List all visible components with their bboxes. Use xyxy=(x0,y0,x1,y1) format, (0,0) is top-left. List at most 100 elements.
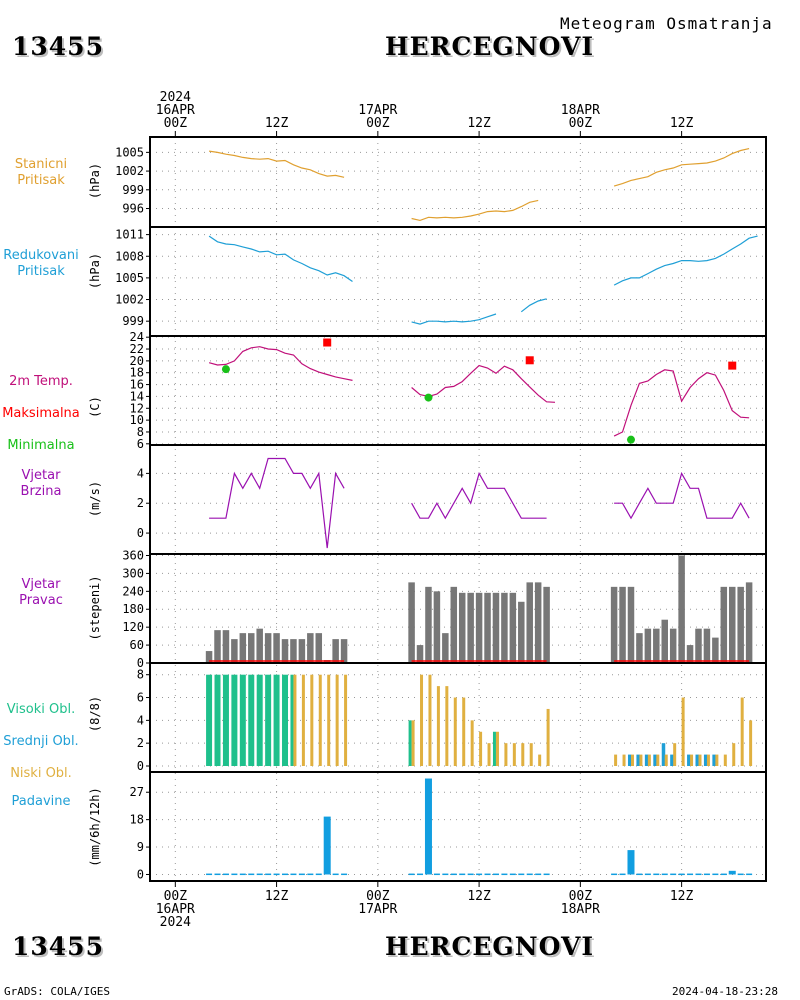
low-cloud-bar xyxy=(723,754,727,766)
precipitation-bar xyxy=(323,816,331,875)
low-cloud-bar xyxy=(681,697,685,766)
y-tick-label: 120 xyxy=(122,620,144,634)
precipitation-bar xyxy=(476,873,483,876)
mid-cloud-bar xyxy=(653,754,657,766)
x-tick-label-top: 00Z xyxy=(366,116,390,131)
wind-direction-bar xyxy=(214,630,221,663)
generation-timestamp: 2024-04-18-23:28 xyxy=(672,985,778,998)
x-tick-label-top: 16APR xyxy=(156,103,195,118)
precipitation-bar xyxy=(315,873,322,876)
panel-frame xyxy=(149,444,767,555)
low-cloud-bar xyxy=(546,708,550,766)
high-cloud-bar xyxy=(206,674,213,766)
y-tick-label: 1005 xyxy=(115,271,144,285)
wind-direction-bar xyxy=(307,633,314,663)
precipitation-bar xyxy=(653,873,660,876)
precipitation-bar xyxy=(231,873,238,876)
x-tick-label-bottom: 12Z xyxy=(265,889,289,904)
wind-direction-bar xyxy=(222,630,230,663)
low-cloud-bar xyxy=(647,754,651,766)
panel-label-stanicni-pritisak: Stanicni Pritisak xyxy=(14,157,68,188)
wind-direction-bar xyxy=(433,591,441,663)
wind-direction-bar xyxy=(290,639,297,663)
low-cloud-bar xyxy=(622,754,626,766)
x-tick-label-bottom: 17APR xyxy=(358,902,397,917)
precipitation-bar xyxy=(459,873,466,876)
maximum-temperature-marker xyxy=(525,356,534,365)
low-cloud-bar xyxy=(453,697,457,766)
low-cloud-bar xyxy=(301,674,305,766)
y-tick-label: 18 xyxy=(130,813,144,827)
y-tick-label: 996 xyxy=(122,202,144,216)
y-tick-label: 14 xyxy=(130,389,144,403)
y-tick-label: 18 xyxy=(130,366,144,380)
x-tick-label-top: 12Z xyxy=(467,116,491,131)
wind-direction-bar xyxy=(627,586,635,663)
low-cloud-bar xyxy=(411,720,415,766)
x-tick-label-top: 00Z xyxy=(569,116,593,131)
low-cloud-bar xyxy=(656,754,660,766)
panel-label-oblaci: Visoki Obl. Srednji Obl. Niski Obl. xyxy=(0,686,96,798)
low-cloud-bar xyxy=(327,674,331,766)
low-cloud-bar xyxy=(715,754,719,766)
reduced-pressure-line xyxy=(208,235,353,282)
high-cloud-bar xyxy=(273,674,280,766)
wind-direction-bar xyxy=(737,586,744,663)
reduced-pressure-line xyxy=(411,313,497,325)
wind-direction-bar xyxy=(332,639,339,663)
y-tick-label: 12 xyxy=(130,401,144,415)
precipitation-bar xyxy=(282,873,289,876)
precipitation-bar xyxy=(619,873,626,876)
low-cloud-bar xyxy=(420,674,424,766)
precipitation-bar xyxy=(627,850,635,875)
y-tick-label: 8 xyxy=(137,668,144,682)
y-tick-label: 360 xyxy=(122,548,144,562)
station-pressure-line xyxy=(613,148,750,187)
meteogram-subtitle: Meteogram Osmatranja xyxy=(560,14,773,33)
wind-direction-bar xyxy=(678,555,685,663)
x-tick-label-bottom: 12Z xyxy=(670,889,694,904)
low-cloud-bar xyxy=(293,674,297,766)
mid-cloud-bar xyxy=(636,754,640,766)
low-cloud-bar xyxy=(706,754,710,766)
high-cloud-bar xyxy=(214,674,221,766)
mid-cloud-bar xyxy=(712,754,716,766)
precipitation-bar xyxy=(728,870,736,875)
low-cloud-bar xyxy=(318,674,322,766)
x-tick-label-top: 18APR xyxy=(561,103,600,118)
x-tick-label-bottom: 12Z xyxy=(467,889,491,904)
wind-direction-bar xyxy=(231,639,238,663)
precipitation-bar xyxy=(408,873,415,876)
wind-speed-line xyxy=(411,471,547,520)
precipitation-bar xyxy=(703,873,710,876)
precipitation-bar xyxy=(644,873,651,876)
grads-credit: GrADS: COLA/IGES xyxy=(4,985,110,998)
x-tick-label-top: 17APR xyxy=(358,103,397,118)
mid-cloud-bar xyxy=(695,754,699,766)
wind-direction-bar xyxy=(408,582,415,663)
precipitation-bar xyxy=(341,873,348,876)
minimum-temperature-marker xyxy=(626,435,635,444)
x-tick-label-bottom: 00Z xyxy=(569,889,593,904)
wind-direction-bar xyxy=(720,586,728,663)
wind-direction-bar xyxy=(518,601,525,663)
wind-direction-bar xyxy=(315,633,323,663)
high-cloud-bar xyxy=(492,731,496,766)
precipitation-bar xyxy=(433,873,440,876)
precipitation-bar xyxy=(746,873,753,876)
high-cloud-bar xyxy=(239,674,246,766)
y-tick-label: 4 xyxy=(137,466,144,480)
precipitation-bar xyxy=(298,873,305,876)
wind-direction-bar xyxy=(695,628,702,663)
wind-direction-bar xyxy=(745,582,753,663)
precipitation-bar xyxy=(206,873,213,876)
low-cloud-bar xyxy=(344,674,348,766)
wind-direction-bar xyxy=(610,586,618,663)
y-tick-label: 6 xyxy=(137,437,144,451)
wind-direction-bar xyxy=(264,633,272,663)
wind-direction-bar xyxy=(492,592,500,663)
low-cloud-bar xyxy=(673,743,677,766)
wind-direction-bar xyxy=(653,628,660,663)
high-cloud-bar xyxy=(256,674,263,766)
